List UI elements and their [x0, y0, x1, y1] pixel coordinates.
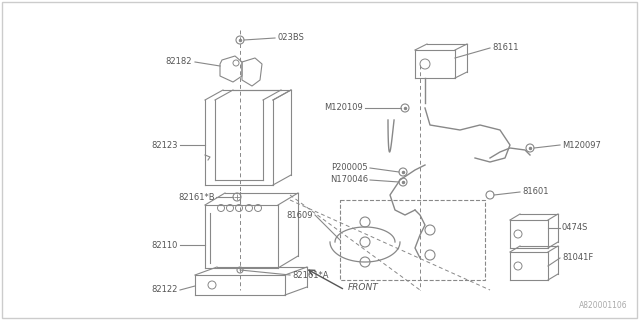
Text: 81601: 81601	[522, 188, 548, 196]
Bar	[340, 200, 485, 280]
Text: 81041F: 81041F	[562, 253, 593, 262]
Text: 81609: 81609	[287, 211, 313, 220]
Text: 81611: 81611	[492, 44, 518, 52]
Text: 82161*A: 82161*A	[292, 270, 328, 279]
Text: N170046: N170046	[330, 175, 368, 185]
Text: 0474S: 0474S	[562, 223, 588, 233]
Text: M120109: M120109	[324, 103, 363, 113]
Text: 82122: 82122	[152, 285, 178, 294]
Text: A820001106: A820001106	[579, 301, 628, 310]
Text: P200005: P200005	[332, 164, 368, 172]
Text: 82123: 82123	[152, 140, 178, 149]
Text: 023BS: 023BS	[277, 34, 304, 43]
Text: 82110: 82110	[152, 241, 178, 250]
Text: FRONT: FRONT	[348, 284, 379, 292]
Text: M120097: M120097	[562, 140, 601, 149]
Text: 82161*B: 82161*B	[179, 193, 215, 202]
Text: 82182: 82182	[166, 58, 192, 67]
